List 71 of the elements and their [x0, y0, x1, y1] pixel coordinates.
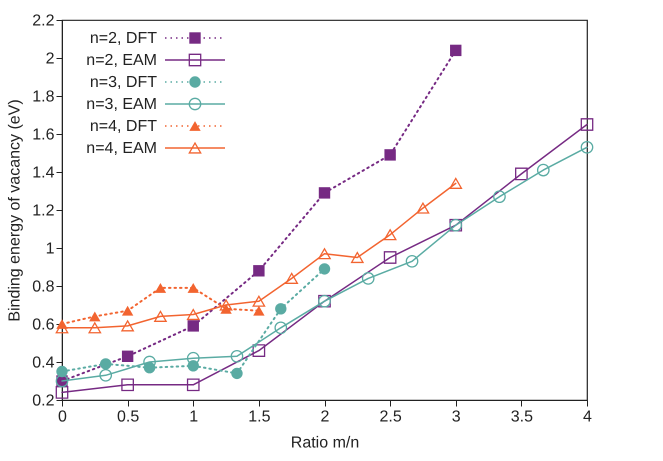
point — [89, 311, 101, 322]
point — [536, 164, 550, 176]
point — [99, 368, 112, 382]
point — [318, 187, 330, 199]
point — [350, 252, 364, 264]
point — [186, 308, 200, 320]
point — [416, 202, 430, 214]
y-tick-label: 0.4 — [32, 354, 55, 372]
y-tick-label: 2.2 — [32, 12, 55, 30]
y-tick-label: 1.4 — [32, 164, 55, 182]
point — [252, 296, 266, 307]
x-tick-label: 1 — [189, 408, 198, 426]
point — [56, 386, 68, 399]
point — [406, 254, 418, 268]
x-tick-label: 0 — [58, 408, 68, 426]
point — [154, 282, 166, 293]
point — [580, 118, 594, 131]
point — [493, 190, 506, 204]
legend-label: n=2, EAM — [86, 52, 157, 69]
point — [285, 272, 298, 284]
y-tick-label: 0.8 — [32, 278, 55, 296]
point — [100, 358, 112, 370]
legend-label: n=2, DFT — [90, 30, 158, 47]
legend-label: n=3, DFT — [90, 74, 158, 91]
point — [384, 251, 396, 264]
x-axis-title: Ratio m/n — [290, 434, 360, 452]
point — [384, 149, 396, 161]
point — [56, 366, 68, 378]
y-tick-label: 1.6 — [32, 126, 55, 144]
x-tick-label: 2 — [320, 408, 330, 426]
point — [362, 272, 375, 285]
y-tick-label: 1.2 — [32, 202, 55, 220]
point — [384, 229, 396, 240]
x-tick-label: 1.5 — [248, 408, 271, 426]
point — [231, 368, 243, 380]
point — [274, 321, 288, 334]
point — [253, 265, 265, 276]
x-tick-label: 4 — [583, 408, 592, 426]
x-tick-label: 3.5 — [510, 408, 534, 426]
point — [188, 320, 199, 332]
point — [275, 303, 286, 314]
y-tick-label: 0.6 — [32, 316, 55, 334]
point — [449, 178, 462, 189]
y-tick-label: 1 — [46, 240, 55, 258]
legend-label: n=4, DFT — [90, 118, 158, 135]
point — [122, 306, 134, 316]
point — [188, 282, 199, 293]
point — [318, 263, 330, 275]
point — [450, 44, 462, 56]
point — [515, 168, 528, 180]
point — [220, 299, 232, 311]
point — [121, 320, 134, 332]
point — [230, 350, 244, 363]
point — [252, 344, 266, 357]
x-tick-label: 2.5 — [380, 408, 402, 426]
point — [121, 378, 134, 392]
y-tick-label: 1.8 — [32, 88, 55, 106]
y-tick-label: 0.2 — [32, 392, 55, 410]
point — [253, 306, 265, 316]
point — [186, 378, 200, 392]
y-axis-title: Binding energy of vacancy (eV) — [6, 99, 24, 322]
legend-label: n=4, EAM — [86, 140, 157, 157]
point — [154, 310, 167, 322]
point — [88, 322, 102, 334]
point — [580, 140, 594, 154]
x-tick-label: 3 — [452, 408, 461, 426]
y-tick-label: 2 — [46, 50, 55, 68]
x-tick-label: 0.5 — [117, 408, 140, 426]
point — [122, 350, 134, 362]
legend-label: n=3, EAM — [86, 96, 157, 113]
point — [318, 248, 331, 260]
